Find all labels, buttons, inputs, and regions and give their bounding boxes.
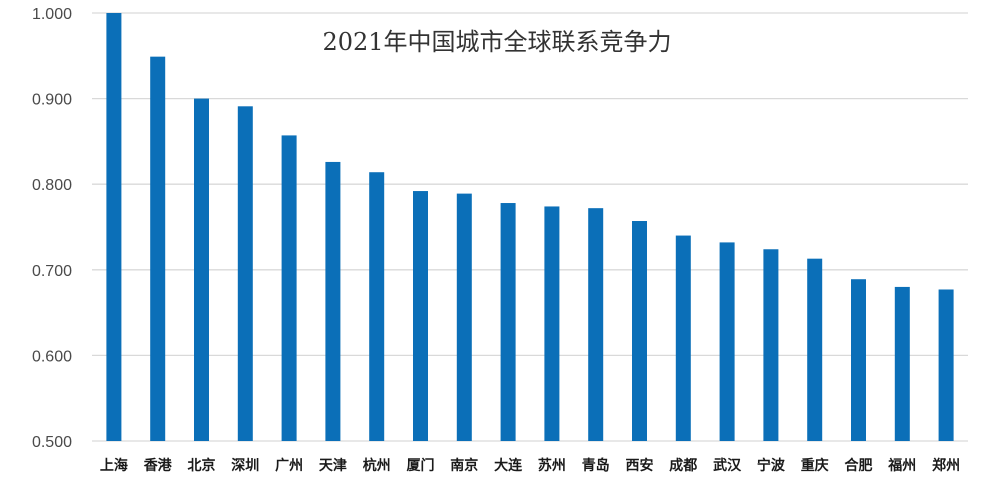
- x-tick-label: 香港: [143, 457, 173, 474]
- y-tick-label: 0.900: [32, 92, 72, 109]
- bar-16: [807, 258, 823, 441]
- bar-11: [588, 208, 604, 441]
- x-tick-label: 成都: [669, 457, 697, 474]
- y-axis-ticks: 0.500 0.600 0.700 0.800 0.900 1.000: [32, 6, 72, 451]
- x-tick-label: 郑州: [932, 457, 960, 474]
- x-tick-label: 福州: [887, 457, 916, 474]
- x-tick-label: 苏州: [538, 457, 566, 474]
- bar-13: [675, 235, 691, 441]
- y-tick-label: 1.000: [32, 6, 72, 23]
- y-tick-label: 0.600: [32, 348, 72, 365]
- bar-19: [938, 289, 954, 441]
- x-tick-label: 广州: [275, 457, 303, 474]
- y-tick-label: 0.700: [32, 263, 72, 280]
- bar-17: [851, 279, 866, 441]
- x-tick-label: 北京: [188, 457, 216, 474]
- x-tick-label: 青岛: [582, 457, 610, 474]
- x-tick-label: 合肥: [845, 457, 873, 474]
- bar-18: [894, 286, 910, 441]
- bar-8: [456, 193, 472, 441]
- bar-4: [281, 135, 297, 441]
- bar-10: [544, 206, 560, 441]
- bar-5: [325, 161, 341, 441]
- x-tick-label: 深圳: [231, 457, 259, 474]
- grid-lines: [92, 12, 968, 442]
- bar-9: [500, 203, 516, 441]
- y-tick-label: 0.500: [32, 434, 72, 451]
- x-axis-labels: 上海 香港 北京 深圳 广州 天津 杭州 厦门 南京 大连 苏州 青岛 西安 成都 武汉 宁波 重庆 合肥 福州 郑州: [100, 457, 960, 474]
- bar-15: [763, 249, 779, 441]
- bar-3: [237, 106, 253, 441]
- x-tick-label: 南京: [450, 457, 478, 474]
- bar-1: [150, 56, 166, 441]
- bars: [106, 13, 954, 441]
- x-tick-label: 天津: [319, 457, 347, 474]
- x-tick-label: 杭州: [363, 457, 391, 474]
- x-tick-label: 大连: [494, 457, 523, 474]
- x-tick-label: 厦门: [407, 457, 435, 474]
- bar-7: [413, 191, 428, 441]
- x-tick-label: 西安: [626, 457, 654, 474]
- chart-title: 2021年中国城市全球联系竞争力: [322, 28, 671, 56]
- x-tick-label: 宁波: [757, 457, 786, 474]
- x-tick-label: 武汉: [713, 457, 742, 474]
- x-tick-label: 上海: [100, 457, 128, 474]
- bar-14: [719, 242, 735, 441]
- bar-12: [632, 221, 647, 441]
- x-tick-label: 重庆: [801, 457, 829, 474]
- bar-6: [369, 172, 385, 441]
- bar-0: [106, 13, 122, 441]
- bar-2: [194, 98, 209, 441]
- y-tick-label: 0.800: [32, 177, 72, 194]
